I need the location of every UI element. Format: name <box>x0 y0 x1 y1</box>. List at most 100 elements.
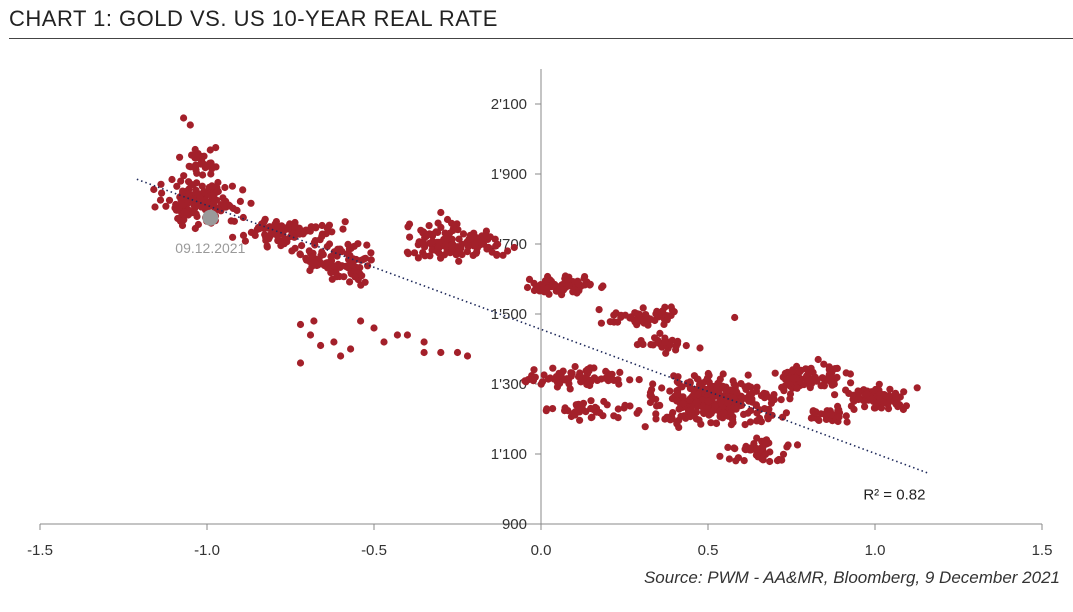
scatter-point <box>635 376 643 384</box>
scatter-point <box>567 369 575 377</box>
scatter-point <box>686 379 694 387</box>
scatter-point <box>666 416 674 424</box>
scatter-point <box>189 195 198 203</box>
scatter-point <box>193 179 201 187</box>
scatter-point <box>428 237 437 245</box>
scatter-point <box>732 405 740 413</box>
trendline-group: R² = 0.82 <box>136 178 929 503</box>
scatter-point <box>740 410 748 418</box>
scatter-point <box>176 153 184 161</box>
scatter-point <box>156 196 165 204</box>
scatter-point <box>707 419 715 427</box>
scatter-point <box>626 402 634 410</box>
scatter-point <box>298 242 306 250</box>
scatter-point <box>414 254 422 262</box>
scatter-point <box>725 455 734 463</box>
scatter-point <box>649 341 657 349</box>
scatter-point <box>698 379 706 387</box>
scatter-point <box>443 215 452 224</box>
y-tick-label: 1'700 <box>491 236 527 253</box>
scatter-point <box>448 242 456 250</box>
scatter-point <box>740 457 748 465</box>
scatter-point <box>358 272 366 280</box>
scatter-point <box>576 416 584 424</box>
scatter-point <box>212 144 220 152</box>
scatter-point <box>191 204 199 212</box>
scatter-point <box>583 365 592 374</box>
scatter-point <box>777 396 785 404</box>
scatter-point <box>318 232 326 240</box>
scatter-point <box>422 232 430 240</box>
scatter-point <box>299 230 307 238</box>
y-tick-label: 900 <box>502 516 527 533</box>
scatter-point <box>367 249 375 257</box>
scatter-point <box>504 247 512 255</box>
scatter-point <box>880 399 888 407</box>
scatter-point <box>823 375 831 383</box>
scatter-point <box>564 376 573 384</box>
scatter-point <box>587 414 595 422</box>
scatter-point <box>842 412 850 420</box>
scatter-point <box>370 324 378 332</box>
scatter-point <box>446 249 454 257</box>
scatter-point <box>185 162 193 170</box>
x-tick-label: 1.0 <box>865 542 886 559</box>
scatter-point <box>351 273 359 281</box>
scatter-point <box>556 284 564 292</box>
scatter-point <box>900 388 908 396</box>
scatter-point <box>239 213 247 222</box>
scatter-point <box>766 457 774 466</box>
scatter-point <box>210 200 218 208</box>
scatter-point <box>587 397 595 405</box>
scatter-point <box>541 277 550 285</box>
scatter-point <box>741 394 749 402</box>
scatter-point <box>846 370 855 378</box>
scatter-point <box>302 254 310 262</box>
scatter-point <box>761 437 769 445</box>
scatter-point <box>699 403 707 411</box>
scatter-point <box>807 414 816 422</box>
scatter-point <box>651 334 659 342</box>
scatter-point <box>222 203 230 211</box>
scatter-point <box>631 318 639 326</box>
scatter-point <box>596 409 604 417</box>
scatter-point <box>598 283 606 292</box>
scatter-point <box>198 157 206 165</box>
scatter-point <box>679 399 687 408</box>
scatter-point <box>214 205 223 214</box>
scatter-point <box>186 121 194 129</box>
scatter-point <box>639 304 647 312</box>
scatter-point <box>150 185 158 194</box>
scatter-point <box>260 218 268 226</box>
scatter-point <box>437 348 445 357</box>
scatter-point <box>478 240 486 248</box>
scatter-point <box>802 365 810 373</box>
scatter-point <box>472 249 480 257</box>
scatter-point <box>595 306 603 314</box>
chart-title: CHART 1: GOLD VS. US 10-YEAR REAL RATE <box>9 6 498 31</box>
scatter-point <box>597 319 606 327</box>
scatter-point <box>354 240 362 248</box>
scatter-point <box>820 360 828 368</box>
scatter-point <box>716 452 724 460</box>
scatter-point <box>847 379 855 387</box>
scatter-point <box>617 313 625 321</box>
scatter-point <box>661 338 669 346</box>
scatter-point <box>564 275 572 283</box>
scatter-point <box>162 202 170 210</box>
y-tick-label: 2'100 <box>491 96 527 113</box>
scatter-point <box>753 445 761 453</box>
scatter-point <box>712 419 721 428</box>
scatter-point <box>692 398 701 406</box>
scatter-point <box>193 169 201 177</box>
scatter-point <box>434 244 442 252</box>
scatter-point <box>876 390 885 398</box>
scatter-point <box>470 234 478 242</box>
scatter-point <box>742 446 750 454</box>
scatter-point <box>861 403 869 411</box>
scatter-point <box>829 373 837 382</box>
scatter-point <box>793 441 802 449</box>
scatter-point <box>805 377 813 385</box>
scatter-point <box>565 282 573 290</box>
scatter-point <box>367 256 375 264</box>
